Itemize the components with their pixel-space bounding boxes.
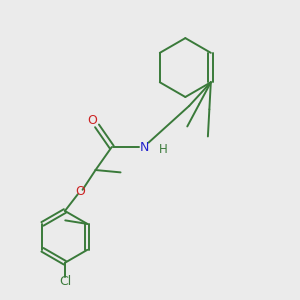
Text: O: O: [75, 185, 85, 198]
Text: Cl: Cl: [59, 275, 71, 288]
Text: H: H: [159, 143, 168, 157]
Text: N: N: [140, 141, 149, 154]
Text: O: O: [87, 114, 97, 127]
